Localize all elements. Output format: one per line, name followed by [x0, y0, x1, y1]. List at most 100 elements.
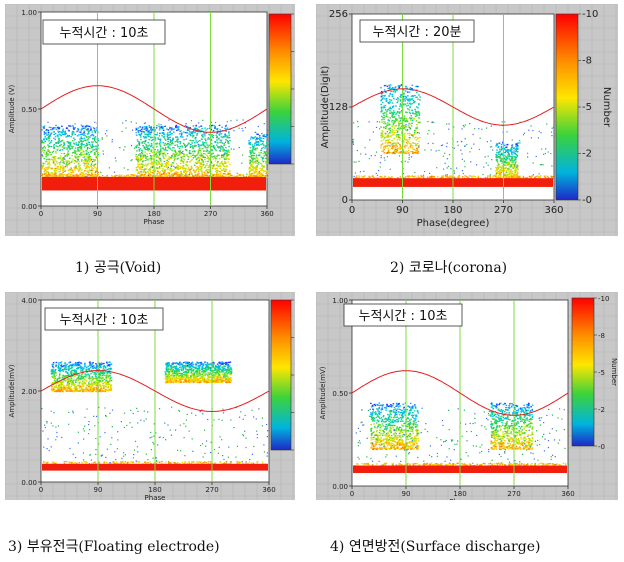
discharge-point [177, 168, 180, 170]
discharge-point [75, 142, 78, 144]
discharge-point [61, 175, 63, 177]
discharge-point [444, 162, 446, 164]
discharge-point [432, 176, 434, 179]
discharge-point [384, 104, 387, 107]
discharge-point [142, 174, 144, 176]
discharge-point [52, 128, 55, 130]
discharge-point [469, 123, 471, 125]
discharge-point [72, 132, 75, 134]
discharge-point [136, 175, 138, 178]
discharge-point [404, 117, 406, 120]
discharge-point [462, 124, 464, 127]
discharge-point [264, 147, 266, 149]
discharge-point [94, 175, 96, 178]
discharge-point [252, 137, 254, 139]
discharge-point [63, 162, 65, 165]
discharge-point [215, 158, 217, 160]
discharge-point [131, 173, 133, 176]
discharge-point [519, 142, 521, 144]
discharge-point [514, 171, 516, 174]
discharge-point [58, 157, 61, 159]
discharge-point [249, 149, 252, 152]
discharge-point [248, 172, 251, 175]
discharge-point [391, 113, 394, 115]
discharge-point [203, 145, 205, 147]
discharge-point [417, 98, 419, 100]
discharge-point [263, 134, 265, 136]
discharge-point [489, 146, 492, 148]
discharge-point [90, 164, 92, 166]
discharge-point [80, 160, 83, 162]
discharge-point [41, 140, 43, 142]
discharge-point [138, 160, 141, 162]
discharge-point [171, 139, 174, 142]
discharge-point [398, 155, 401, 157]
discharge-point [522, 175, 525, 178]
discharge-point [495, 170, 497, 172]
discharge-point [411, 147, 414, 149]
discharge-point [504, 173, 506, 175]
discharge-point [380, 111, 382, 113]
discharge-point [143, 147, 146, 149]
discharge-point [77, 170, 80, 172]
discharge-point [53, 381, 56, 384]
discharge-point [264, 154, 267, 156]
discharge-point [182, 155, 185, 157]
discharge-point [74, 167, 77, 170]
discharge-point [391, 147, 394, 150]
discharge-point [226, 136, 228, 139]
discharge-point [87, 170, 89, 172]
discharge-point [500, 160, 502, 162]
discharge-point [179, 162, 182, 164]
discharge-point [222, 169, 224, 171]
discharge-point [48, 145, 51, 148]
discharge-point [411, 117, 414, 119]
discharge-point [81, 152, 83, 154]
discharge-point [405, 152, 407, 155]
discharge-point [215, 173, 218, 176]
discharge-point [80, 133, 82, 135]
discharge-point [538, 176, 540, 178]
discharge-point [171, 149, 174, 152]
discharge-point [146, 145, 148, 147]
discharge-point [505, 150, 507, 153]
discharge-point [188, 151, 191, 153]
discharge-point [163, 171, 165, 174]
discharge-point [214, 148, 217, 150]
discharge-point [501, 166, 503, 169]
discharge-point [375, 151, 378, 153]
chart-title: 누적시간 : 10초 [60, 26, 149, 41]
discharge-point [125, 127, 127, 129]
discharge-point [55, 161, 58, 163]
discharge-point [431, 121, 433, 123]
discharge-point [216, 169, 218, 172]
discharge-point [463, 126, 465, 128]
discharge-point [186, 161, 189, 163]
discharge-point [184, 167, 187, 170]
discharge-point [410, 133, 413, 136]
discharge-point [393, 133, 395, 135]
discharge-point [66, 155, 68, 157]
x-tick-label: 90 [396, 205, 409, 216]
discharge-point [389, 88, 391, 91]
discharge-point [190, 155, 193, 157]
discharge-point [164, 163, 166, 165]
discharge-point [167, 134, 169, 136]
discharge-point [54, 381, 57, 383]
discharge-point [160, 148, 162, 150]
discharge-point [387, 116, 389, 118]
discharge-point [515, 153, 517, 156]
discharge-point [49, 134, 52, 137]
discharge-point [192, 157, 195, 159]
discharge-point [169, 141, 172, 144]
discharge-point [511, 153, 513, 155]
discharge-point [405, 139, 407, 141]
discharge-point [150, 145, 153, 147]
discharge-point [46, 134, 48, 136]
discharge-point [83, 133, 86, 135]
discharge-point [104, 133, 107, 135]
discharge-point [223, 175, 225, 178]
discharge-point [208, 133, 210, 136]
discharge-point [404, 95, 407, 98]
discharge-point [170, 129, 173, 131]
